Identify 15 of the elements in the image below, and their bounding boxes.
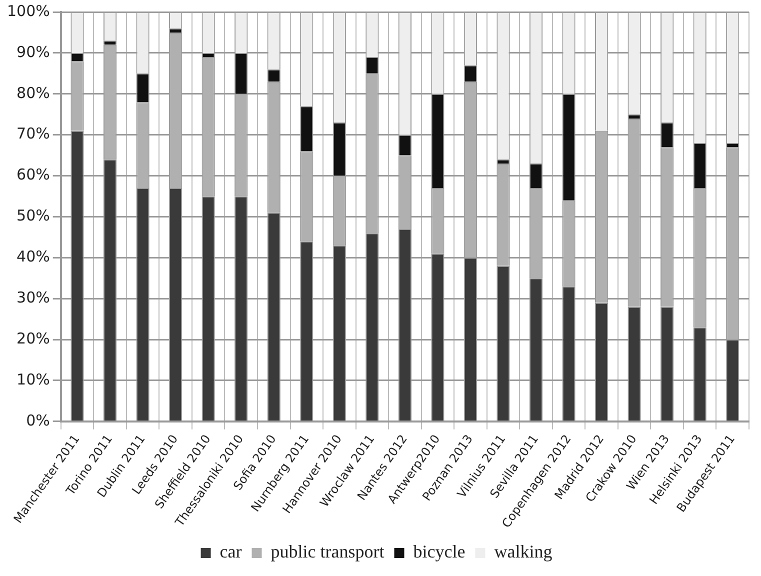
legend-label: bicycle bbox=[413, 542, 466, 562]
y-tick-label: 20% bbox=[16, 329, 50, 348]
y-tick-label: 100% bbox=[6, 2, 50, 20]
y-tick-label: 30% bbox=[16, 288, 50, 306]
legend-label: walking bbox=[494, 542, 552, 562]
y-tick-label: 90% bbox=[16, 42, 50, 61]
y-tick-label: 40% bbox=[16, 248, 50, 266]
y-tick-label: 10% bbox=[16, 370, 50, 388]
y-tick-label: 80% bbox=[16, 84, 50, 102]
y-tick-label: 70% bbox=[16, 124, 50, 143]
y-tick-label: 50% bbox=[16, 206, 50, 225]
y-tick-label: 60% bbox=[16, 166, 50, 184]
legend-label: car bbox=[220, 542, 242, 562]
y-tick-label: 0% bbox=[26, 411, 50, 430]
legend-label: public transport bbox=[270, 542, 384, 562]
